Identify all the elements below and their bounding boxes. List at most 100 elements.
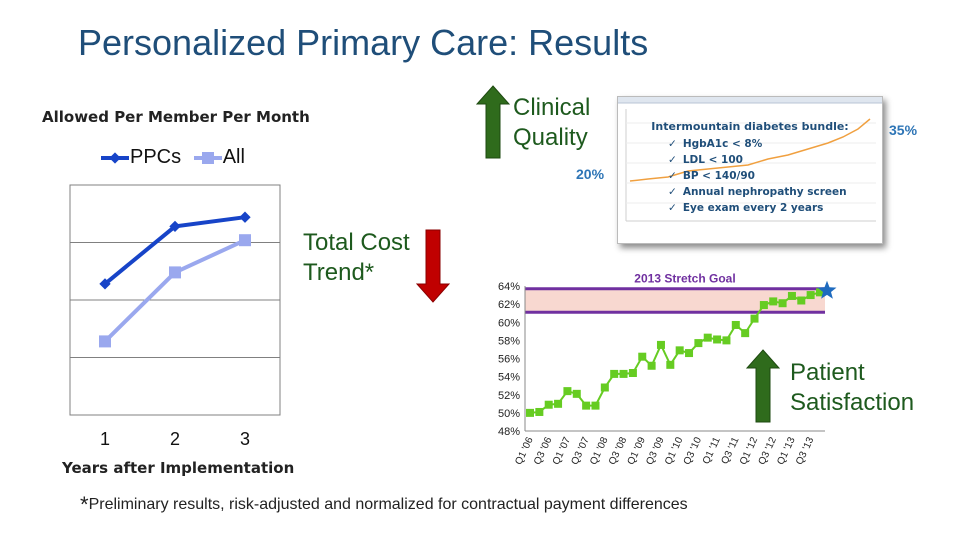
total-cost-line-1: Total Cost: [303, 229, 410, 256]
bundle-item: ✓ Eye exam every 2 years: [668, 200, 880, 216]
satisfaction-point: [647, 361, 656, 370]
ppm-chart-title: Allowed Per Member Per Month: [42, 108, 310, 126]
clinical-up-arrow-icon: [475, 85, 511, 159]
ppm-chart-xlabel: Years after Implementation: [62, 459, 295, 477]
satisfaction-point: [600, 383, 609, 392]
satisfaction-point: [694, 339, 703, 348]
legend-ppcs-swatch: [101, 151, 129, 164]
satisfaction-point: [563, 387, 572, 396]
legend-ppcs-label: PPCs: [130, 146, 182, 168]
bundle-item-label: BP < 140/90: [682, 170, 755, 182]
footnote-mark: *: [80, 492, 89, 517]
y-tick-label: 60%: [498, 317, 520, 329]
cost-down-arrow-icon: [415, 229, 451, 303]
footnote-text: Preliminary results, risk-adjusted and n…: [88, 496, 688, 513]
satisfaction-point: [731, 320, 740, 329]
data-point-all: [169, 266, 181, 279]
satisfaction-point: [628, 369, 637, 377]
satisfaction-up-arrow-icon: [745, 349, 781, 423]
bundle-list: ✓ HgbA1c < 8% ✓ LDL < 100 ✓ BP < 140/90 ✓ An…: [668, 136, 880, 216]
y-tick-label: 58%: [498, 335, 520, 347]
x-tick-label: Q3 '13: [794, 435, 816, 466]
y-tick-label: 52%: [498, 390, 520, 402]
legend-all-swatch: [193, 151, 222, 164]
satisfaction-point: [703, 333, 712, 342]
satisfaction-point: [572, 389, 581, 398]
goal-band: [525, 288, 825, 313]
satisfaction-point: [656, 340, 665, 349]
diabetes-bundle: Intermountain diabetes bundle: ✓ HgbA1c <…: [620, 120, 880, 216]
clinical-quality-line-2: Quality: [513, 124, 588, 151]
patient-satisfaction-label: Patient Satisfaction: [790, 358, 914, 418]
bundle-item-label: HgbA1c < 8%: [682, 138, 763, 150]
clinical-end-value: 35%: [889, 122, 918, 138]
satisfaction-point: [591, 401, 600, 410]
satisfaction-point: [722, 336, 731, 345]
bundle-item: ✓ LDL < 100: [668, 152, 880, 168]
satisfaction-point: [787, 291, 796, 300]
data-point-ppcs: [169, 220, 181, 233]
satisfaction-point: [778, 299, 787, 308]
checkmark-icon: ✓: [668, 154, 677, 166]
total-cost-line-2: Trend*: [303, 259, 375, 286]
legend-all-label: All: [222, 146, 245, 168]
footnote: *Preliminary results, risk-adjusted and …: [80, 492, 688, 522]
x-tick-label: 2: [170, 429, 180, 449]
clinical-quality-line-1: Clinical: [513, 94, 591, 121]
y-tick-label: 56%: [498, 354, 520, 366]
satisfaction-point: [675, 346, 684, 355]
clinical-quality-label: Clinical Quality: [513, 93, 590, 153]
ppm-legend: PPCs All: [100, 146, 251, 171]
checkmark-icon: ✓: [668, 202, 677, 214]
satisfaction-point: [544, 400, 553, 409]
bundle-item: ✓ BP < 140/90: [668, 168, 880, 184]
satisfaction-point: [526, 408, 534, 417]
bundle-item: ✓ Annual nephropathy screen: [668, 184, 880, 200]
satisfaction-point: [535, 407, 544, 416]
y-tick-label: 54%: [498, 372, 520, 384]
satisfaction-point: [741, 329, 750, 338]
bundle-item: ✓ HgbA1c < 8%: [668, 136, 880, 152]
bundle-title: Intermountain diabetes bundle:: [651, 120, 849, 133]
bundle-item-label: Eye exam every 2 years: [682, 202, 824, 214]
satisfaction-point: [619, 369, 628, 378]
inset-mini-chart: [618, 97, 882, 222]
bundle-item-label: Annual nephropathy screen: [682, 186, 847, 198]
clinical-quality-inset: [617, 96, 883, 244]
legend-item-ppcs: PPCs: [100, 146, 181, 169]
ppm-chart: 1 2 3: [69, 184, 281, 449]
page-title: Personalized Primary Care: Results: [78, 22, 649, 63]
satisfaction-point: [713, 335, 722, 344]
patient-satisfaction-line-2: Satisfaction: [790, 389, 915, 416]
satisfaction-chart: 2013 Stretch Goal 48% 50% 52% 54% 56% 58% 60% 62…: [498, 272, 837, 467]
patient-satisfaction-line-1: Patient: [790, 359, 865, 386]
y-tick-label: 64%: [498, 281, 520, 293]
bundle-item-label: LDL < 100: [682, 154, 743, 166]
goal-label: 2013 Stretch Goal: [634, 272, 735, 286]
checkmark-icon: ✓: [668, 138, 677, 150]
satisfaction-point: [554, 399, 563, 408]
checkmark-icon: ✓: [668, 186, 677, 198]
y-tick-label: 50%: [498, 408, 520, 420]
satisfaction-point: [806, 291, 815, 300]
satisfaction-point: [582, 401, 591, 410]
x-tick-label: 3: [240, 429, 250, 449]
legend-item-all: All: [193, 146, 245, 169]
satisfaction-point: [666, 360, 675, 369]
satisfaction-point: [797, 296, 806, 305]
satisfaction-point: [685, 349, 694, 358]
satisfaction-point: [769, 297, 778, 306]
satisfaction-point: [759, 301, 768, 310]
x-tick-label: 1: [100, 429, 110, 449]
goal-star-icon: [817, 280, 837, 299]
satisfaction-point: [638, 352, 647, 361]
y-tick-label: 62%: [498, 299, 520, 311]
data-point-all: [239, 234, 251, 247]
y-tick-label: 48%: [498, 426, 520, 438]
checkmark-icon: ✓: [668, 170, 677, 182]
total-cost-trend-label: Total Cost Trend*: [303, 228, 410, 288]
satisfaction-point: [610, 369, 619, 378]
satisfaction-point: [750, 314, 759, 323]
satisfaction-point: [816, 288, 824, 297]
clinical-start-value: 20%: [576, 166, 605, 182]
